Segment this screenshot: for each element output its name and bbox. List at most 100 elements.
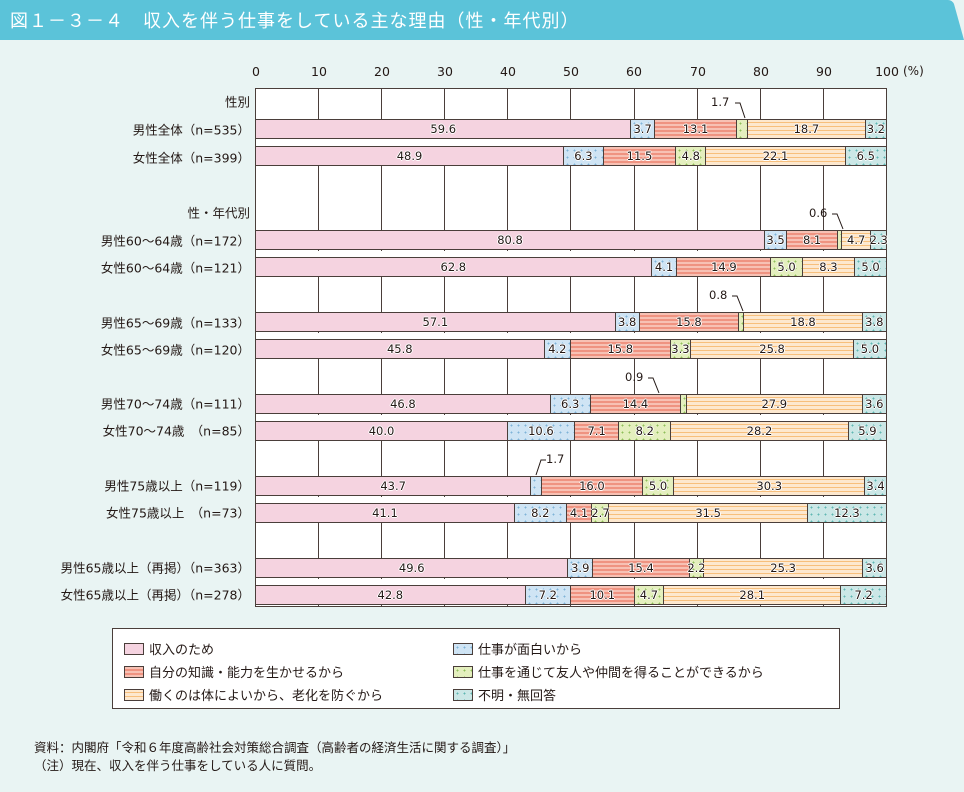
segment-friends: 5.0 — [642, 477, 675, 495]
footnote: （注）現在、収入を伴う仕事をしている人に質問。 — [34, 758, 322, 773]
legend-item-skills: 自分の知識・能力を生かせるから — [124, 662, 344, 681]
bar-row-male-60-64: 80.8 3.5 8.1 4.7 2.3 — [256, 230, 888, 250]
segment-friends: 5.0 — [771, 258, 803, 276]
legend-label: 収入のため — [149, 643, 215, 658]
bar-row-female-65plus-repost: 42.8 7.2 10.1 4.7 28.1 7.2 — [256, 585, 886, 605]
segment-unknown: 3.8 — [862, 313, 886, 331]
title-bar-shape — [0, 0, 964, 40]
segment-health: 4.7 — [841, 231, 872, 249]
segment-unknown: 5.0 — [855, 258, 886, 276]
segment-income: 48.9 — [256, 147, 565, 165]
x-tick: 0 — [252, 64, 260, 79]
segment-skills: 14.4 — [590, 395, 682, 413]
segment-unknown: 3.4 — [865, 477, 886, 495]
legend-label: 仕事が面白いから — [478, 643, 583, 658]
segment-skills: 10.1 — [570, 586, 635, 604]
segment-unknown: 3.6 — [863, 559, 886, 577]
segment-friends: 2.7 — [591, 504, 610, 522]
legend-item-unknown: 不明・無回答 — [453, 685, 556, 704]
x-tick: 20 — [374, 64, 390, 79]
row-label: 男性60～64歳（n=172） — [100, 233, 250, 249]
segment-interesting: 4.1 — [651, 258, 678, 276]
callout-male-70-74-friends: 0.9 — [625, 370, 660, 394]
row-label: 女性70～74歳 （n=85） — [102, 423, 250, 439]
segment-skills: 11.5 — [603, 147, 677, 165]
segment-health: 22.1 — [706, 147, 846, 165]
segment-unknown: 5.9 — [848, 422, 886, 440]
chart-title: 図１－３－４ 収入を伴う仕事をしている主な理由（性・年代別） — [10, 11, 580, 32]
segment-income: 42.8 — [256, 586, 526, 604]
legend-label: 仕事を通じて友人や仲間を得ることができるから — [478, 666, 764, 681]
plot-area: 59.6 3.7 13.1 18.7 3.2 48.9 6.3 11.5 4.8… — [255, 88, 888, 607]
segment-health: 25.8 — [691, 340, 854, 358]
legend-item-income: 収入のため — [124, 639, 214, 658]
legend-swatch — [453, 665, 473, 678]
x-tick: 40 — [500, 64, 516, 79]
segment-interesting: 4.2 — [544, 340, 571, 358]
segment-friends: 4.7 — [634, 586, 665, 604]
bar-row-male-all: 59.6 3.7 13.1 18.7 3.2 — [256, 119, 886, 139]
row-label: 女性65歳以上（再掲）（n=278） — [60, 587, 250, 603]
pair-gap — [256, 251, 886, 258]
segment-unknown: 2.3 — [869, 231, 888, 249]
row-label: 男性全体（n=535） — [132, 122, 250, 138]
x-axis-unit: (%) — [903, 64, 924, 78]
x-tick: 100 — [875, 64, 899, 79]
x-tick: 10 — [311, 64, 327, 79]
segment-income: 62.8 — [256, 258, 652, 276]
x-tick: 60 — [626, 64, 642, 79]
segment-health: 8.3 — [802, 258, 856, 276]
segment-unknown: 7.2 — [841, 586, 886, 604]
segment-unknown: 3.6 — [862, 395, 886, 413]
legend-swatch — [124, 642, 144, 655]
bar-row-female-75plus: 41.1 8.2 4.1 2.7 31.5 12.3 — [256, 503, 886, 523]
segment-health: 28.1 — [664, 586, 842, 604]
segment-interesting: 8.2 — [514, 504, 567, 522]
segment-skills: 13.1 — [654, 120, 738, 138]
segment-interesting: 3.5 — [765, 231, 788, 249]
callout-label: 0.9 — [625, 370, 644, 384]
bar-row-female-all: 48.9 6.3 11.5 4.8 22.1 6.5 — [256, 146, 886, 166]
source-note: 資料：内閣府「令和６年度高齢社会対策総合調査（高齢者の経済生活に関する調査）」 — [34, 740, 516, 755]
x-tick: 50 — [563, 64, 579, 79]
pair-gap — [256, 333, 886, 340]
segment-unknown: 3.2 — [865, 120, 886, 138]
segment-income: 80.8 — [256, 231, 766, 249]
row-label: 女性全体（n=399） — [132, 150, 250, 166]
x-tick: 90 — [816, 64, 832, 79]
segment-health: 18.8 — [744, 313, 863, 331]
bar-row-male-75plus: 43.7 16.0 5.0 30.3 3.4 — [256, 476, 886, 496]
bar-row-male-70-74: 46.8 6.3 14.4 27.9 3.6 — [256, 394, 886, 414]
callout-label: 0.6 — [809, 206, 828, 220]
segment-skills: 7.1 — [574, 422, 620, 440]
segment-income: 49.6 — [256, 559, 569, 577]
callout-male-65-69-friends: 0.8 — [709, 288, 744, 312]
segment-skills: 4.1 — [566, 504, 593, 522]
segment-friends — [737, 120, 748, 138]
row-label: 男性75歳以上（n=119） — [104, 478, 250, 494]
segment-health: 28.2 — [671, 422, 849, 440]
pair-gap — [256, 139, 886, 146]
callout-male-75plus-interesting: 1.7 — [535, 452, 565, 476]
row-label: 男性65～69歳（n=133） — [100, 315, 250, 331]
segment-health: 27.9 — [686, 395, 863, 413]
segment-friends — [739, 313, 745, 331]
segment-skills: 16.0 — [542, 477, 643, 495]
row-label: 女性60～64歳（n=121） — [100, 260, 250, 276]
segment-health: 31.5 — [609, 504, 808, 522]
group-label-sex: 性別 — [224, 94, 250, 110]
segment-interesting — [531, 477, 542, 495]
callout-label: 0.8 — [709, 288, 728, 302]
bar-row-male-65-69: 57.1 3.8 15.8 18.8 3.8 — [256, 312, 886, 332]
callout-male-60-64-friends: 0.6 — [809, 206, 844, 230]
legend-label: 不明・無回答 — [478, 689, 557, 704]
callout-label: 1.7 — [546, 452, 565, 466]
segment-health: 25.3 — [703, 559, 864, 577]
row-label: 女性75歳以上 （n=73） — [106, 505, 250, 521]
segment-income: 46.8 — [256, 395, 551, 413]
bar-row-female-70-74: 40.0 10.6 7.1 8.2 28.2 5.9 — [256, 421, 886, 441]
bar-row-female-60-64: 62.8 4.1 14.9 5.0 8.3 5.0 — [256, 257, 886, 277]
bar-row-male-65plus-repost: 49.6 3.9 15.4 2.2 25.3 3.6 — [256, 558, 886, 578]
segment-skills: 8.1 — [787, 231, 839, 249]
segment-interesting: 3.8 — [615, 313, 640, 331]
